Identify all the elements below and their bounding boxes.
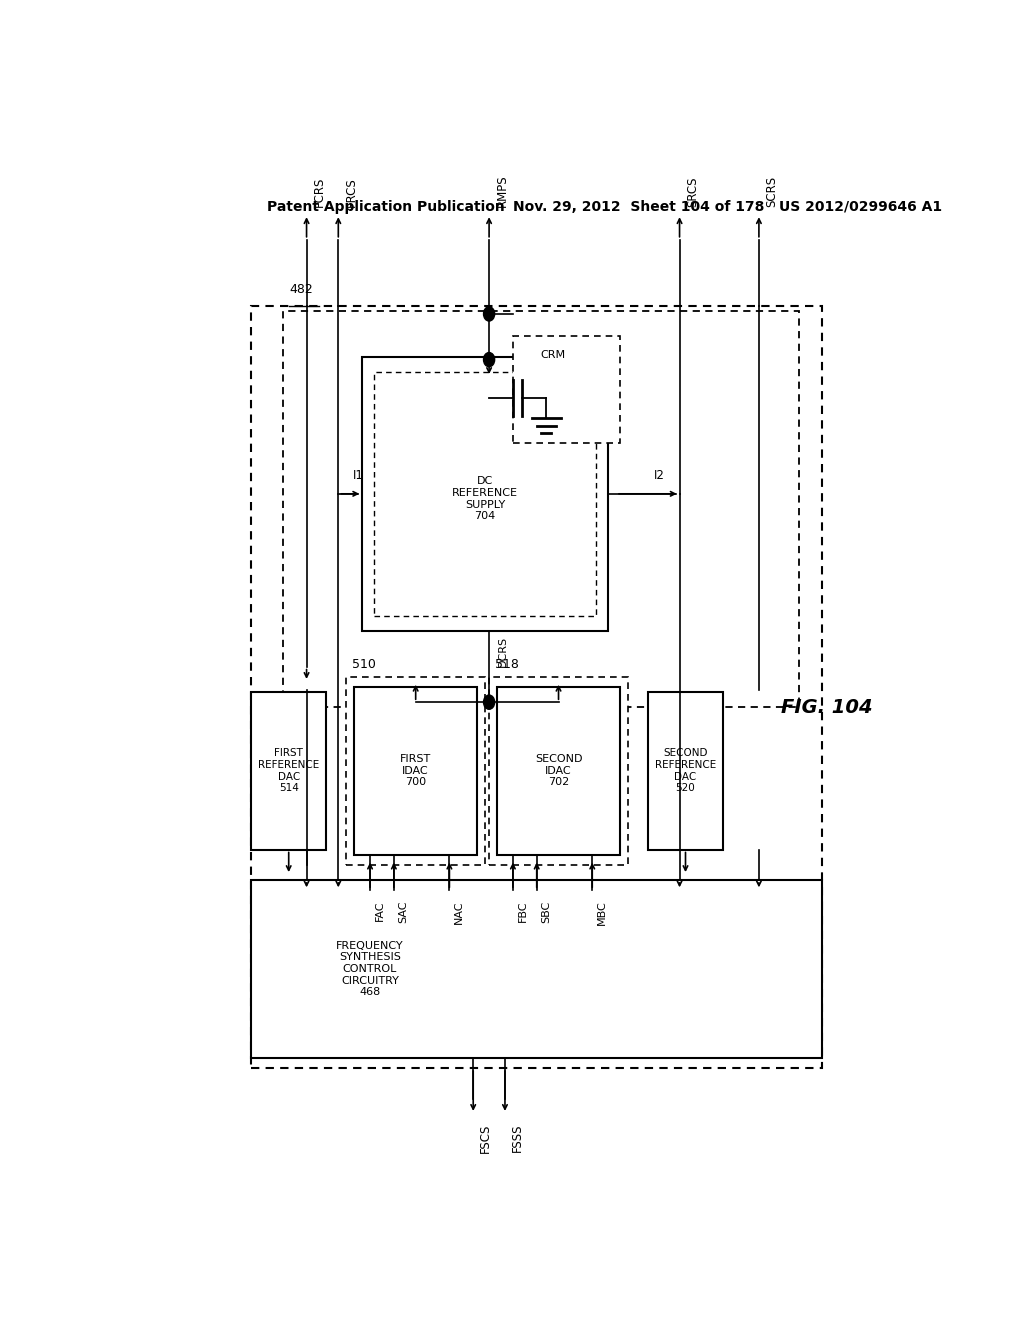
Text: ...: ...	[558, 870, 571, 884]
Text: RMPS: RMPS	[496, 174, 509, 207]
Text: FIRST
IDAC
700: FIRST IDAC 700	[400, 754, 431, 788]
Text: Patent Application Publication: Patent Application Publication	[267, 201, 505, 214]
Text: SECOND
IDAC
702: SECOND IDAC 702	[535, 754, 583, 788]
Text: FIRST
REFERENCE
DAC
514: FIRST REFERENCE DAC 514	[258, 748, 319, 793]
FancyBboxPatch shape	[283, 312, 799, 708]
FancyBboxPatch shape	[354, 686, 477, 854]
Text: CRM: CRM	[540, 350, 565, 359]
Text: FAC: FAC	[375, 900, 385, 921]
Text: SBC: SBC	[542, 900, 552, 923]
FancyBboxPatch shape	[251, 880, 822, 1057]
Text: Nov. 29, 2012  Sheet 104 of 178   US 2012/0299646 A1: Nov. 29, 2012 Sheet 104 of 178 US 2012/0…	[513, 201, 942, 214]
Text: SECOND
REFERENCE
DAC
520: SECOND REFERENCE DAC 520	[655, 748, 716, 793]
Text: MBC: MBC	[597, 900, 607, 925]
FancyBboxPatch shape	[251, 306, 822, 1068]
Text: ...: ...	[415, 870, 428, 884]
Text: I1: I1	[352, 469, 364, 482]
FancyBboxPatch shape	[374, 372, 596, 615]
Text: 482: 482	[289, 282, 313, 296]
FancyBboxPatch shape	[489, 677, 628, 865]
Text: NAC: NAC	[455, 900, 464, 924]
FancyBboxPatch shape	[251, 692, 327, 850]
Text: FBC: FBC	[518, 900, 527, 921]
Text: FSSS: FSSS	[511, 1125, 523, 1152]
Text: SAC: SAC	[398, 900, 409, 923]
Text: FRCS: FRCS	[345, 177, 357, 207]
Text: FSCS: FSCS	[479, 1125, 492, 1154]
Circle shape	[483, 696, 495, 709]
FancyBboxPatch shape	[497, 686, 620, 854]
Text: SCRS: SCRS	[765, 176, 778, 207]
FancyBboxPatch shape	[513, 337, 620, 444]
Text: SRCS: SRCS	[686, 177, 699, 207]
Text: 510: 510	[352, 659, 376, 671]
Text: DC
REFERENCE
SUPPLY
704: DC REFERENCE SUPPLY 704	[453, 477, 518, 521]
Circle shape	[483, 306, 495, 321]
Text: FIG. 104: FIG. 104	[780, 698, 872, 717]
FancyBboxPatch shape	[648, 692, 723, 850]
Text: FCRS: FCRS	[313, 177, 326, 207]
FancyBboxPatch shape	[346, 677, 485, 865]
Text: 518: 518	[495, 659, 518, 671]
Text: DCRS: DCRS	[499, 636, 508, 667]
Text: I2: I2	[654, 469, 666, 482]
Circle shape	[483, 352, 495, 367]
Text: FREQUENCY
SYNTHESIS
CONTROL
CIRCUITRY
468: FREQUENCY SYNTHESIS CONTROL CIRCUITRY 46…	[336, 941, 403, 997]
FancyBboxPatch shape	[362, 356, 608, 631]
